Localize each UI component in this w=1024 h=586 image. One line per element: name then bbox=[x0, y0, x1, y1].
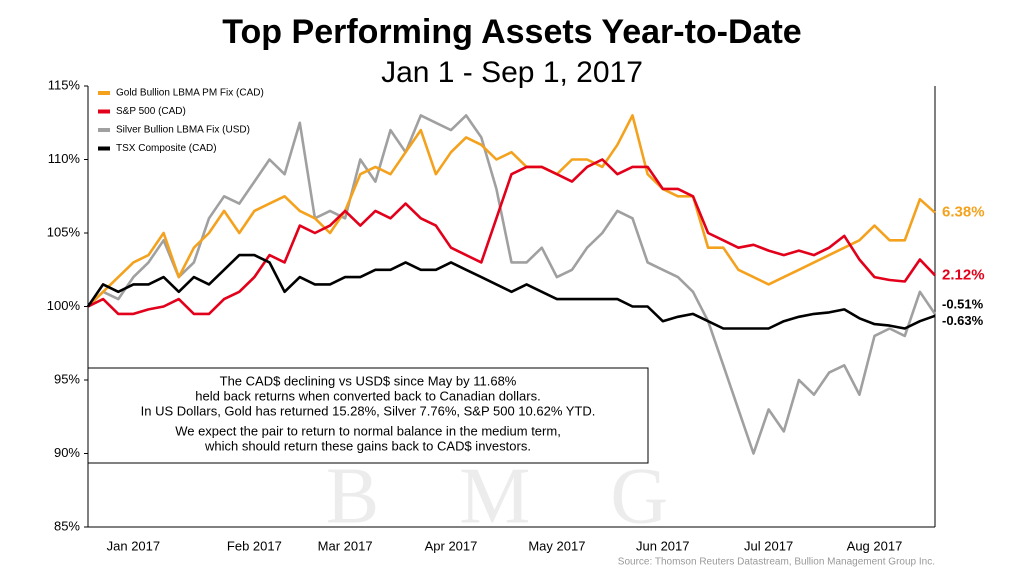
y-tick-label: 90% bbox=[54, 445, 80, 460]
x-tick-label: Jan 2017 bbox=[107, 538, 161, 553]
watermark: B M G bbox=[326, 452, 698, 540]
series-line bbox=[87, 114, 936, 308]
x-tick-label: Aug 2017 bbox=[847, 538, 903, 553]
end-label: -0.63% bbox=[942, 313, 984, 328]
legend-label: Silver Bullion LBMA Fix (USD) bbox=[116, 125, 250, 136]
end-label: -0.51% bbox=[942, 296, 984, 311]
x-tick-label: Jul 2017 bbox=[744, 538, 793, 553]
x-tick-label: May 2017 bbox=[528, 538, 585, 553]
note-text: In US Dollars, Gold has returned 15.28%,… bbox=[141, 403, 596, 418]
y-tick-label: 115% bbox=[48, 77, 81, 92]
x-tick-label: Mar 2017 bbox=[318, 538, 373, 553]
y-tick-label: 100% bbox=[47, 298, 81, 313]
note-text: held back returns when converted back to… bbox=[195, 388, 540, 403]
x-tick-label: Feb 2017 bbox=[227, 538, 282, 553]
series-line bbox=[87, 158, 936, 316]
chart-subtitle: Jan 1 - Sep 1, 2017 bbox=[381, 56, 643, 89]
legend-label: TSX Composite (CAD) bbox=[116, 143, 217, 154]
end-label: 2.12% bbox=[942, 266, 985, 283]
y-tick-label: 85% bbox=[54, 518, 80, 533]
legend-label: S&P 500 (CAD) bbox=[116, 106, 186, 117]
y-tick-label: 105% bbox=[47, 224, 81, 239]
note-text: We expect the pair to return to normal b… bbox=[175, 423, 561, 438]
x-tick-label: Apr 2017 bbox=[425, 538, 478, 553]
series-line bbox=[87, 114, 937, 455]
source: Source: Thomson Reuters Datastream, Bull… bbox=[618, 557, 935, 568]
y-tick-label: 95% bbox=[54, 371, 80, 386]
y-tick-label: 110% bbox=[48, 151, 81, 166]
x-tick-label: Jun 2017 bbox=[636, 538, 690, 553]
note-text: The CAD$ declining vs USD$ since May by … bbox=[220, 373, 517, 388]
series-line bbox=[86, 253, 936, 330]
note-box bbox=[87, 367, 649, 464]
chart-title: Top Performing Assets Year-to-Date bbox=[222, 13, 801, 51]
legend-label: Gold Bullion LBMA PM Fix (CAD) bbox=[116, 88, 264, 99]
note-text: which should return these gains back to … bbox=[204, 438, 531, 453]
end-label: 6.38% bbox=[942, 204, 985, 221]
